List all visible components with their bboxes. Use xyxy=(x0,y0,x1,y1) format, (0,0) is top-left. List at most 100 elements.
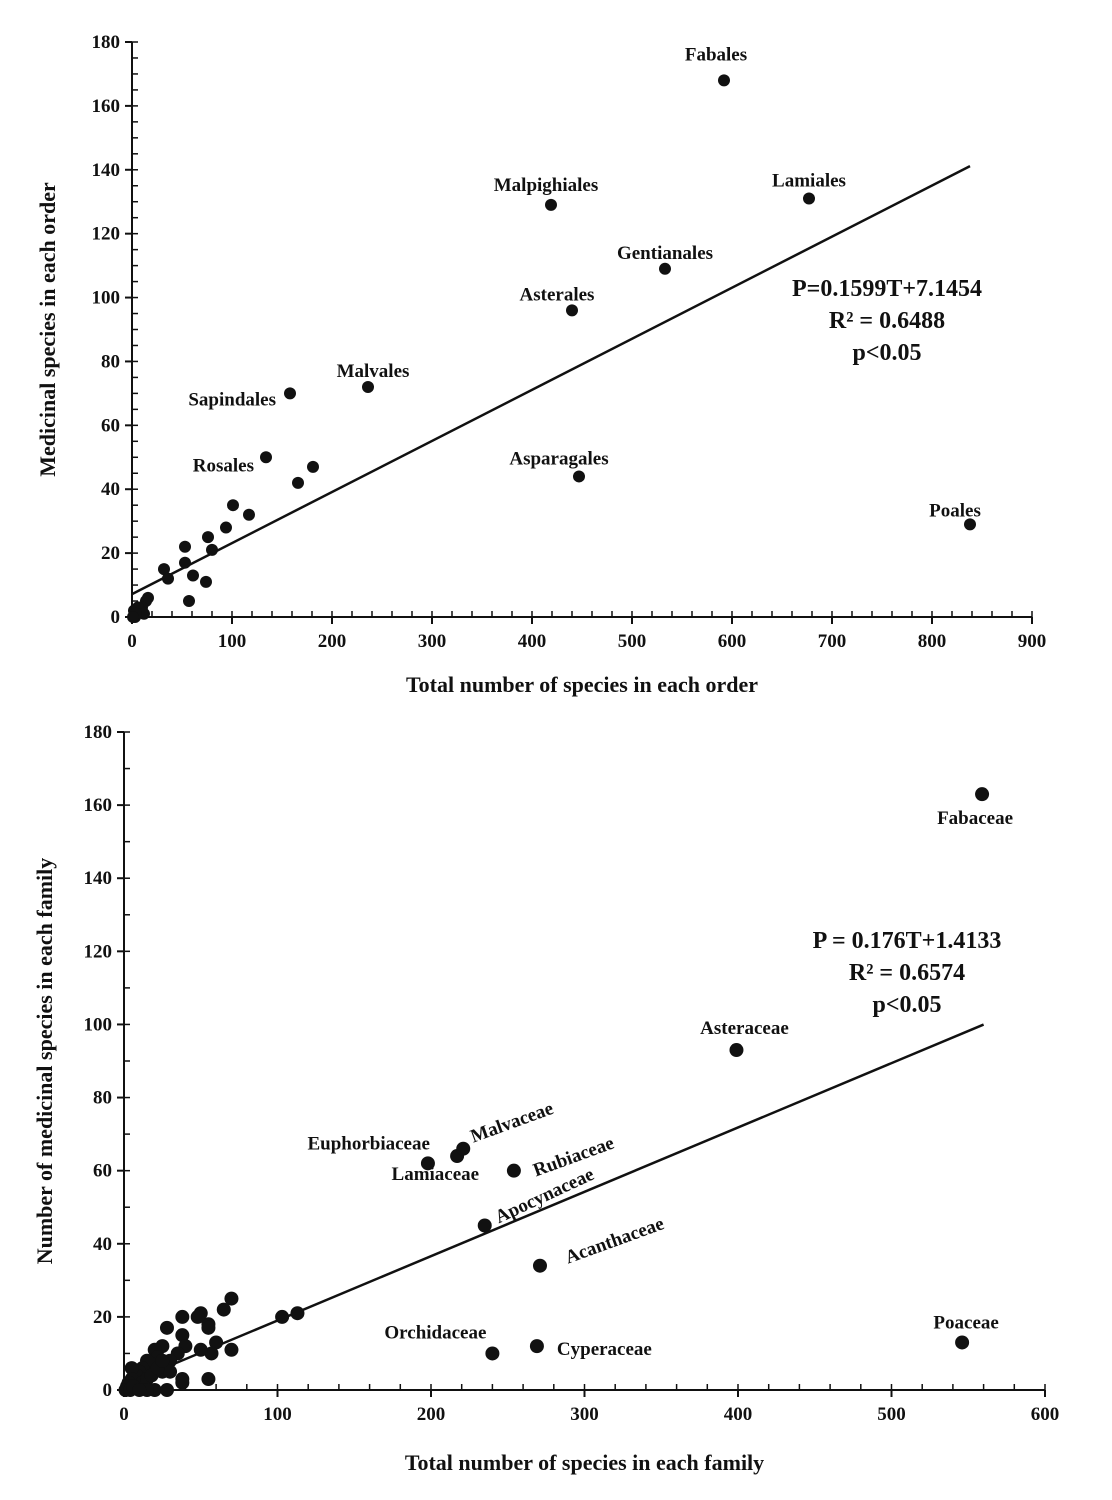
data-point xyxy=(124,1361,139,1376)
scatter-panel-1: 0 20 40 60 80 100 120 140 160 180 0 100 200 300 400 500… xyxy=(35,32,1046,697)
data-point xyxy=(175,1328,190,1343)
x-tick-label: 100 xyxy=(263,1404,292,1425)
y-tick-label: 140 xyxy=(84,868,113,889)
x-tick-label: 200 xyxy=(417,1404,446,1425)
y-tick-label: 40 xyxy=(93,1234,112,1255)
point-label: Poales xyxy=(929,500,981,521)
data-point xyxy=(163,1364,178,1379)
data-point xyxy=(158,563,170,576)
point-label: Sapindales xyxy=(188,389,276,410)
y-tick-label: 0 xyxy=(111,607,121,628)
trendline xyxy=(123,1023,985,1386)
x-tick-label: 500 xyxy=(877,1404,906,1425)
x-axis-label: Total number of species in each order xyxy=(406,672,758,697)
regression-equation-line: R² = 0.6574 xyxy=(849,960,965,986)
y-tick-label: 80 xyxy=(93,1088,112,1109)
data-point xyxy=(290,1306,305,1321)
data-point xyxy=(275,1309,290,1324)
data-point xyxy=(803,192,815,205)
data-point xyxy=(216,1302,231,1317)
point-label: Asteraceae xyxy=(700,1018,789,1039)
data-point xyxy=(201,1320,216,1335)
data-point xyxy=(183,595,195,608)
data-point xyxy=(362,381,374,393)
y-axis-label: Medicinal species in each order xyxy=(35,182,60,477)
data-point xyxy=(718,74,730,87)
point-label: Lamiaceae xyxy=(392,1164,480,1185)
y-tick-label: 80 xyxy=(101,351,120,372)
data-point xyxy=(220,521,232,534)
data-point xyxy=(477,1218,492,1233)
point-label: Euphorbiaceae xyxy=(307,1133,429,1154)
x-tick-label: 800 xyxy=(918,631,947,652)
x-tick-label: 200 xyxy=(318,631,347,652)
y-tick-label: 100 xyxy=(92,288,121,309)
x-tick-label: 600 xyxy=(718,631,747,652)
data-point xyxy=(292,476,304,489)
point-label: Acanthaceae xyxy=(563,1213,667,1268)
data-point xyxy=(506,1163,521,1178)
x-tick-label: 0 xyxy=(119,1404,129,1425)
point-label: Poaceae xyxy=(933,1312,998,1333)
data-point xyxy=(201,1372,216,1387)
data-point xyxy=(204,1346,219,1361)
y-tick-label: 60 xyxy=(101,415,120,436)
data-point xyxy=(964,518,976,531)
y-tick-label: 100 xyxy=(84,1014,113,1035)
x-axis-label: Total number of species in each family xyxy=(405,1450,764,1475)
data-point xyxy=(975,787,990,802)
data-point xyxy=(955,1335,970,1350)
data-point xyxy=(573,470,585,483)
data-point xyxy=(209,1335,224,1350)
data-point xyxy=(532,1258,547,1273)
data-point xyxy=(175,1309,190,1324)
data-point xyxy=(420,1156,435,1171)
y-tick-label: 0 xyxy=(103,1380,113,1401)
data-point xyxy=(566,304,578,317)
p-value-text: p<0.05 xyxy=(872,992,941,1018)
y-tick-label: 180 xyxy=(92,32,121,53)
point-label: Orchidaceae xyxy=(384,1322,486,1343)
point-label: Rosales xyxy=(193,455,254,476)
point-label: Gentianales xyxy=(617,243,713,264)
data-point xyxy=(200,575,212,588)
data-point xyxy=(243,508,255,521)
data-point xyxy=(284,387,296,400)
point-label: Asparagales xyxy=(509,448,608,469)
y-tick-label: 120 xyxy=(84,941,113,962)
x-tick-label: 400 xyxy=(724,1404,753,1425)
x-tick-label: 0 xyxy=(127,631,137,652)
data-point xyxy=(155,1353,170,1368)
trendline xyxy=(131,165,971,596)
y-tick-label: 60 xyxy=(93,1161,112,1182)
data-point xyxy=(132,1383,147,1397)
x-tick-label: 700 xyxy=(818,631,847,652)
regression-equation-line: R² = 0.6488 xyxy=(829,308,945,334)
y-tick-label: 20 xyxy=(101,543,120,564)
y-tick-label: 160 xyxy=(84,795,113,816)
data-point xyxy=(175,1375,190,1390)
data-point xyxy=(159,1383,174,1397)
x-tick-label: 900 xyxy=(1018,631,1047,652)
point-label: Malpighiales xyxy=(494,175,599,196)
point-label: Fabaceae xyxy=(937,808,1013,829)
data-point xyxy=(456,1141,471,1156)
y-tick-label: 160 xyxy=(92,96,121,117)
data-point xyxy=(485,1346,500,1361)
data-point xyxy=(193,1342,208,1357)
scatter-panel-2: 0 20 40 60 80 100 120 140 160 180 0 100 200 300 400 500… xyxy=(32,722,1059,1475)
data-point xyxy=(224,1342,239,1357)
data-point xyxy=(307,460,319,473)
point-label: Fabales xyxy=(685,44,747,65)
data-point xyxy=(127,611,139,623)
x-tick-label: 300 xyxy=(570,1404,599,1425)
x-tick-label: 300 xyxy=(418,631,447,652)
data-point xyxy=(529,1339,544,1354)
x-tick-label: 100 xyxy=(218,631,247,652)
p-value-text: p<0.05 xyxy=(852,340,921,366)
point-label: Lamiales xyxy=(772,171,846,192)
data-point xyxy=(159,1320,174,1335)
data-point xyxy=(545,198,557,211)
data-point xyxy=(179,556,191,569)
